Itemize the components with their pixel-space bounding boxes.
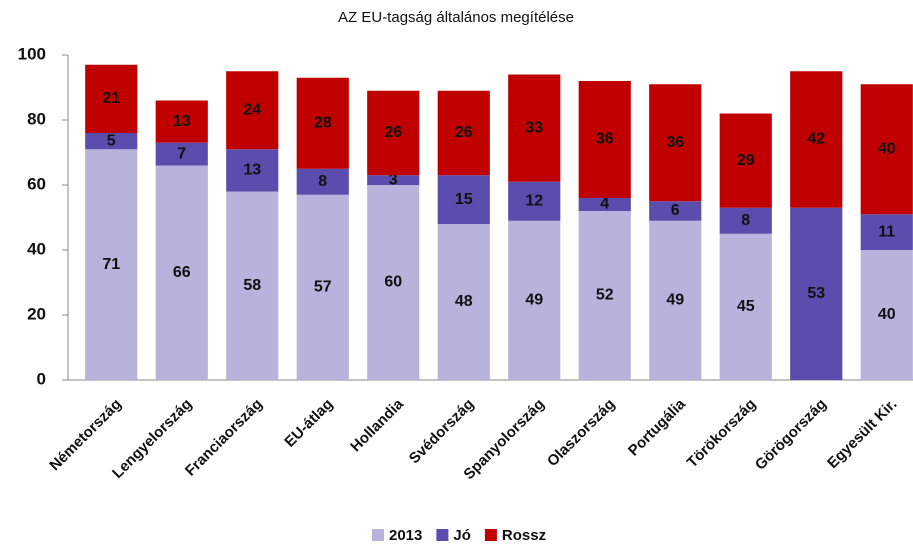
x-tick-label: Svédország	[406, 396, 478, 468]
data-label: 26	[455, 124, 473, 141]
data-label: 52	[596, 287, 614, 304]
data-label: 42	[807, 131, 825, 148]
bar-segment	[578, 81, 631, 198]
bar-segment	[155, 165, 208, 380]
data-label: 36	[666, 134, 684, 151]
data-label: 45	[737, 298, 755, 315]
bar-segment	[367, 90, 420, 176]
bar-segment	[578, 211, 631, 380]
bar-segment	[437, 90, 490, 176]
bar-segment	[860, 84, 913, 215]
bar-segment	[155, 142, 208, 166]
data-label: 4	[600, 196, 609, 213]
bar-segment	[367, 185, 420, 380]
data-label: 33	[525, 119, 543, 136]
x-tick-label: EU-átlag	[281, 396, 336, 451]
bar-segment	[296, 77, 349, 169]
x-tick-label: Németország	[46, 396, 125, 475]
x-tick-label: Görögország	[752, 396, 830, 474]
x-tick-label: Egyesült Kir.	[824, 396, 900, 472]
bar-segment	[860, 250, 913, 380]
bar-segment	[367, 175, 420, 185]
bar-segment	[226, 149, 279, 192]
data-label: 7	[177, 145, 186, 162]
bar-segment	[649, 220, 702, 380]
bar-segment	[226, 71, 279, 150]
bar-segment	[790, 207, 843, 380]
legend-swatch	[484, 529, 497, 541]
bar-segment	[296, 168, 349, 195]
data-label: 66	[173, 264, 191, 281]
data-label: 21	[102, 90, 120, 107]
data-label: 13	[173, 113, 191, 130]
x-tick-label: Portugália	[625, 395, 689, 459]
y-tick-label: 60	[27, 174, 46, 193]
bar-segment	[437, 175, 490, 224]
data-label: 40	[878, 140, 896, 157]
data-label: 28	[314, 114, 332, 131]
data-label: 58	[243, 277, 261, 294]
data-label: 48	[455, 293, 473, 310]
data-label: 60	[384, 274, 402, 291]
bar-segment	[790, 71, 843, 208]
bar-segment	[226, 191, 279, 380]
bar-segment	[578, 198, 631, 211]
data-label: 57	[314, 279, 332, 296]
bar-segment	[508, 74, 561, 182]
bar-segment	[85, 149, 138, 380]
bar-segment	[719, 207, 772, 234]
y-tick-label: 100	[18, 44, 46, 63]
legend-swatch	[372, 529, 384, 541]
bar-segment	[860, 214, 913, 250]
data-label: 12	[525, 192, 543, 209]
data-label: 6	[671, 202, 680, 219]
bar-segment	[719, 113, 772, 208]
bar-segment	[437, 224, 490, 380]
data-label: 71	[102, 256, 120, 273]
bar-segment	[155, 100, 208, 143]
bar-segment	[649, 201, 702, 221]
legend-label: Jó	[453, 527, 471, 544]
y-tick-label: 0	[37, 369, 46, 388]
data-label: 36	[596, 131, 614, 148]
x-tick-label: Törökország	[684, 396, 760, 472]
bar-segment	[508, 181, 561, 221]
legend-label: 2013	[389, 527, 422, 544]
data-label: 3	[389, 171, 398, 188]
y-tick-label: 40	[27, 239, 46, 258]
bar-segment	[85, 133, 138, 150]
data-label: 24	[243, 101, 261, 118]
y-tick-label: 20	[27, 304, 46, 323]
legend-swatch	[436, 529, 449, 541]
data-label: 15	[455, 191, 473, 208]
chart-title: AZ EU-tagság általános megítélése	[338, 9, 574, 26]
bar-segment	[719, 233, 772, 380]
y-tick-label: 80	[27, 109, 46, 128]
data-label: 26	[384, 124, 402, 141]
data-label: 13	[243, 162, 261, 179]
data-label: 8	[318, 173, 327, 190]
data-label: 11	[878, 223, 895, 240]
data-label: 5	[107, 132, 116, 149]
bar-segment	[649, 84, 702, 202]
bar-segment	[296, 194, 349, 380]
data-label: 8	[741, 212, 750, 229]
data-label: 49	[525, 292, 543, 309]
data-label: 49	[666, 292, 684, 309]
data-label: 53	[807, 285, 825, 302]
legend-label: Rossz	[502, 527, 546, 544]
data-label: 40	[878, 306, 896, 323]
bar-segment	[508, 220, 561, 380]
bar-segment	[85, 64, 138, 133]
x-tick-label: Olaszország	[544, 396, 619, 471]
x-tick-label: Hollandia	[347, 395, 407, 455]
data-label: 29	[737, 152, 755, 169]
